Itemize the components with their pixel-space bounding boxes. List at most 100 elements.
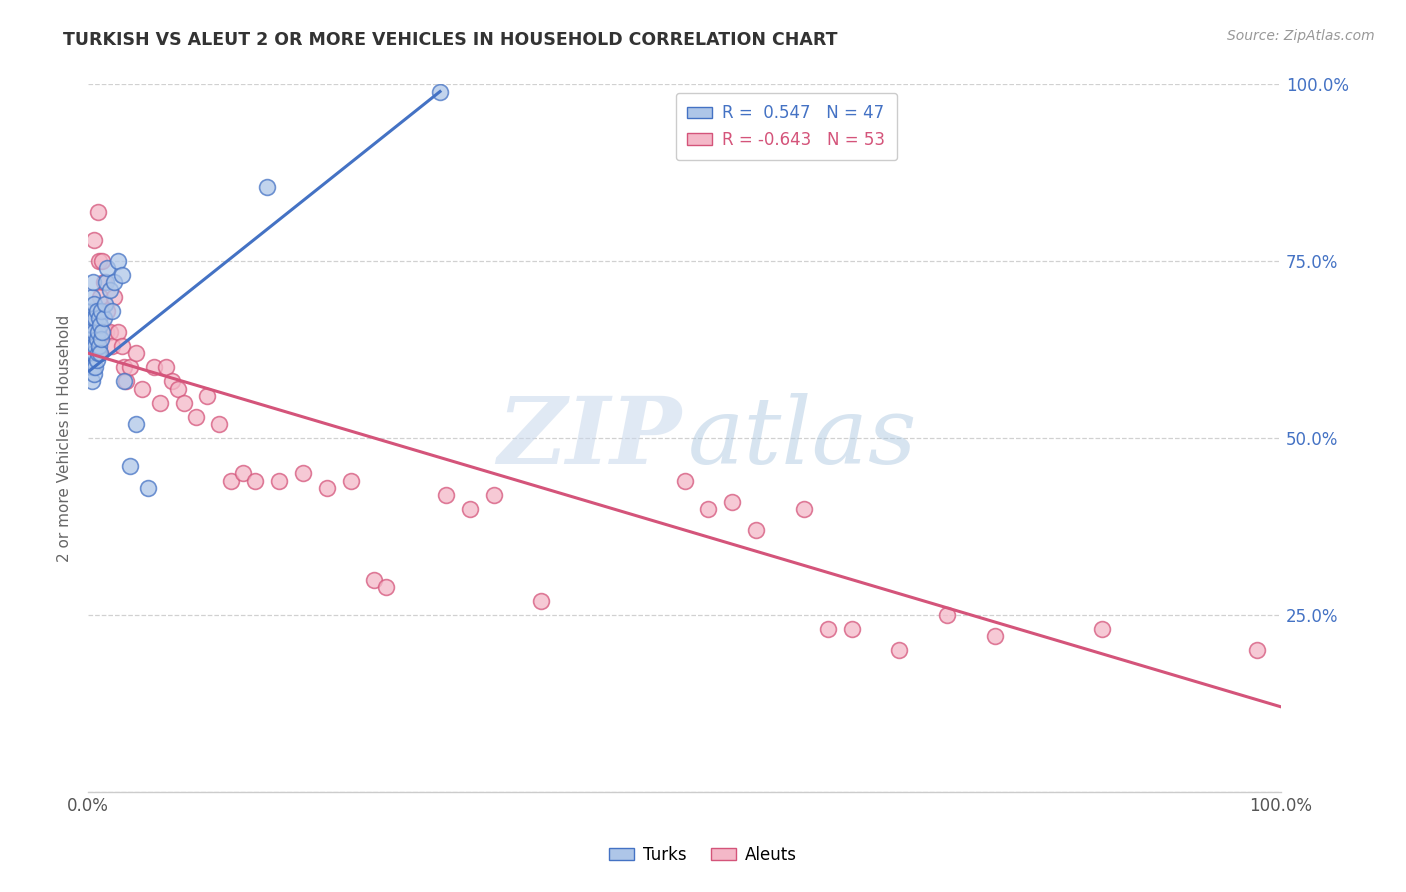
Point <box>131 382 153 396</box>
Point <box>93 276 115 290</box>
Point <box>83 368 105 382</box>
Point <box>841 622 863 636</box>
Point <box>136 481 159 495</box>
Point <box>96 261 118 276</box>
Point <box>721 494 744 508</box>
Point <box>118 360 141 375</box>
Point <box>173 395 195 409</box>
Point <box>142 360 165 375</box>
Point <box>243 474 266 488</box>
Point <box>94 325 117 339</box>
Point <box>115 375 138 389</box>
Point <box>112 375 135 389</box>
Point <box>79 346 101 360</box>
Point <box>93 310 115 325</box>
Point <box>103 276 125 290</box>
Point <box>155 360 177 375</box>
Point <box>86 353 108 368</box>
Point <box>87 254 110 268</box>
Point <box>89 318 111 332</box>
Point <box>96 303 118 318</box>
Point <box>429 85 451 99</box>
Point <box>82 360 104 375</box>
Point <box>86 332 108 346</box>
Point <box>80 346 103 360</box>
Point <box>197 389 219 403</box>
Point <box>89 290 111 304</box>
Point <box>745 523 768 537</box>
Point <box>125 346 148 360</box>
Point <box>267 474 290 488</box>
Point <box>89 346 111 360</box>
Point <box>101 303 124 318</box>
Point <box>87 339 110 353</box>
Point <box>530 593 553 607</box>
Point <box>82 276 104 290</box>
Point <box>363 573 385 587</box>
Y-axis label: 2 or more Vehicles in Household: 2 or more Vehicles in Household <box>58 315 72 562</box>
Point <box>256 180 278 194</box>
Point <box>98 325 121 339</box>
Point <box>112 360 135 375</box>
Point <box>87 310 110 325</box>
Point <box>107 254 129 268</box>
Legend: R =  0.547   N = 47, R = -0.643   N = 53: R = 0.547 N = 47, R = -0.643 N = 53 <box>675 93 897 161</box>
Point <box>339 474 361 488</box>
Point <box>94 276 117 290</box>
Point <box>90 303 112 318</box>
Point <box>80 290 103 304</box>
Point <box>84 310 107 325</box>
Point <box>110 268 132 283</box>
Point <box>86 325 108 339</box>
Text: TURKISH VS ALEUT 2 OR MORE VEHICLES IN HOUSEHOLD CORRELATION CHART: TURKISH VS ALEUT 2 OR MORE VEHICLES IN H… <box>63 31 838 49</box>
Legend: Turks, Aleuts: Turks, Aleuts <box>603 839 803 871</box>
Point <box>434 488 457 502</box>
Point <box>84 360 107 375</box>
Point <box>1091 622 1114 636</box>
Point <box>86 204 108 219</box>
Point <box>98 283 121 297</box>
Point <box>232 467 254 481</box>
Point <box>89 346 111 360</box>
Point <box>80 318 103 332</box>
Point <box>160 375 183 389</box>
Point <box>110 339 132 353</box>
Point <box>1246 643 1268 657</box>
Point <box>83 325 105 339</box>
Point <box>817 622 839 636</box>
Point <box>221 474 243 488</box>
Point <box>184 409 207 424</box>
Point <box>83 346 105 360</box>
Point <box>82 339 104 353</box>
Point <box>149 395 172 409</box>
Point <box>166 382 188 396</box>
Point <box>103 290 125 304</box>
Point <box>208 417 231 431</box>
Point <box>79 332 101 346</box>
Point <box>983 629 1005 643</box>
Point <box>91 254 114 268</box>
Point <box>86 303 108 318</box>
Point <box>79 360 101 375</box>
Point <box>673 474 696 488</box>
Point <box>125 417 148 431</box>
Point <box>79 325 101 339</box>
Point <box>84 339 107 353</box>
Point <box>82 310 104 325</box>
Point <box>107 325 129 339</box>
Point <box>79 303 101 318</box>
Point <box>118 459 141 474</box>
Point <box>482 488 505 502</box>
Point <box>91 325 114 339</box>
Point <box>889 643 911 657</box>
Point <box>936 607 959 622</box>
Point <box>90 332 112 346</box>
Point <box>86 346 108 360</box>
Point <box>697 501 720 516</box>
Text: Source: ZipAtlas.com: Source: ZipAtlas.com <box>1227 29 1375 43</box>
Point <box>291 467 314 481</box>
Point <box>315 481 337 495</box>
Point <box>83 233 105 247</box>
Point <box>101 339 124 353</box>
Point <box>80 375 103 389</box>
